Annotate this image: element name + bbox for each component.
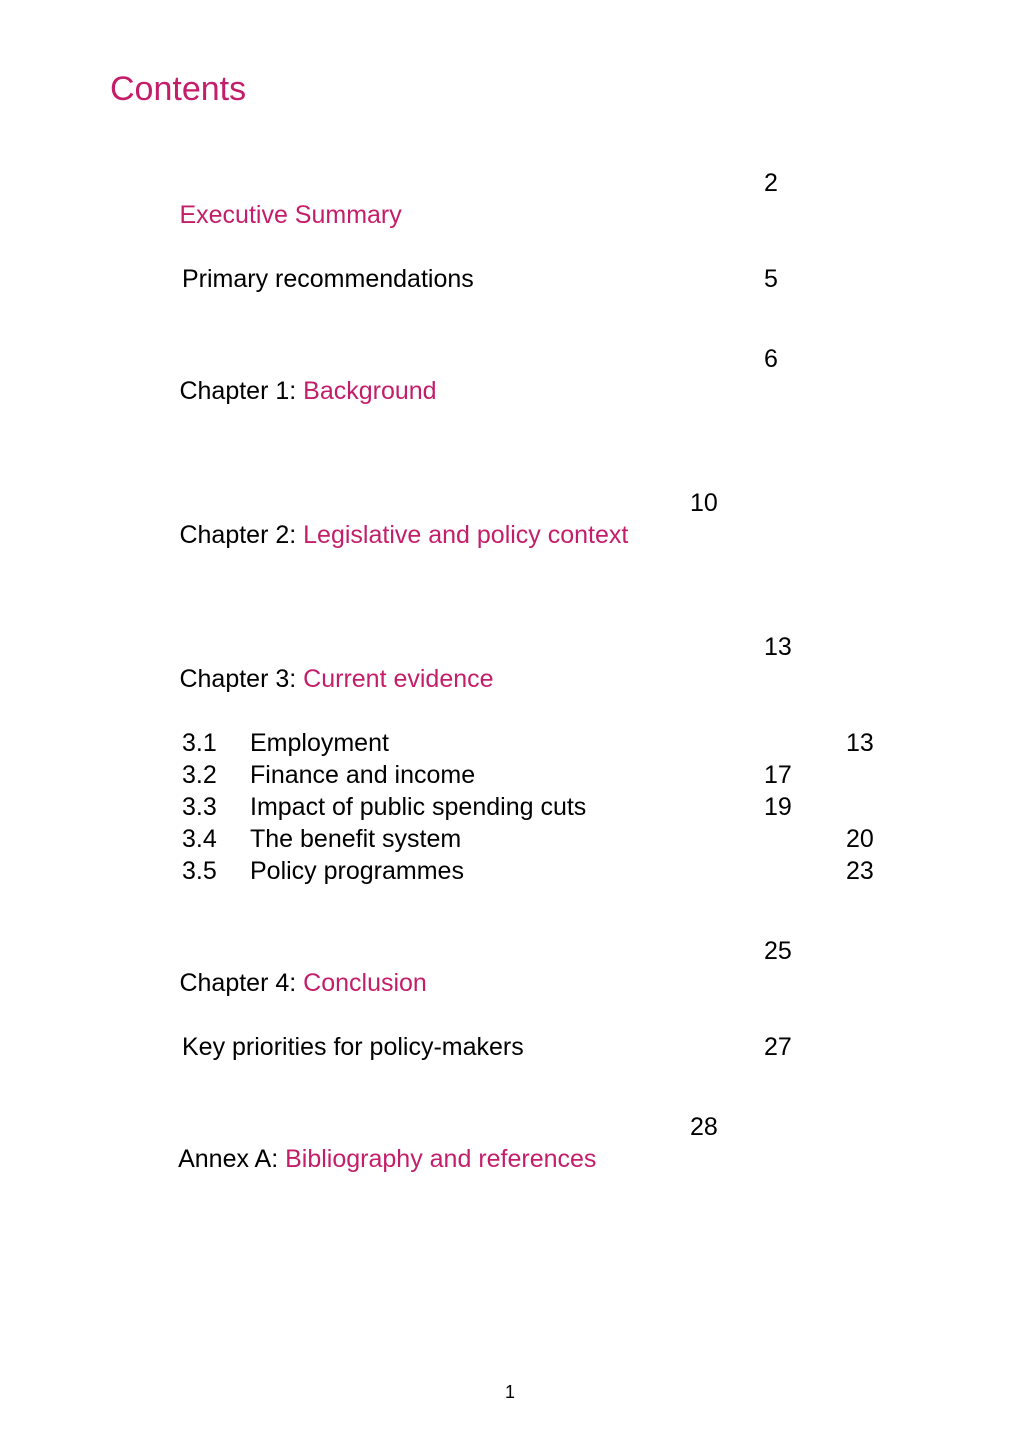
page-number-footer: 1	[0, 1382, 1020, 1403]
toc: Executive Summary 2 Primary recommendati…	[110, 167, 910, 1207]
toc-page-number: 25	[764, 935, 792, 967]
toc-entry-prefix: Chapter 1:	[179, 377, 303, 405]
toc-page-number: 19	[764, 791, 792, 823]
toc-link-text: Executive Summary	[179, 201, 401, 229]
toc-subentry[interactable]: 3.4The benefit system 20	[110, 823, 910, 855]
toc-subentry-label: Key priorities for policy-makers	[182, 1031, 524, 1063]
toc-subentry[interactable]: 3.5Policy programmes 23	[110, 855, 910, 887]
toc-entry-background[interactable]: Chapter 1: Background 6	[110, 343, 910, 439]
toc-subentry[interactable]: 3.1Employment 13	[110, 727, 910, 759]
toc-entry-conclusion[interactable]: Chapter 4: Conclusion 25	[110, 935, 910, 1031]
toc-section: Chapter 4: Conclusion 25 Key priorities …	[110, 935, 910, 1063]
toc-subentry-label: The benefit system	[250, 825, 461, 853]
toc-entry-executive-summary[interactable]: Executive Summary 2	[110, 167, 910, 263]
toc-subentry-label: Policy programmes	[250, 857, 464, 885]
toc-subentry-label: Primary recommendations	[182, 263, 474, 295]
toc-page-number: 5	[764, 263, 778, 295]
toc-entry-prefix: Chapter 3:	[179, 665, 303, 693]
toc-subentry-num: 3.5	[182, 855, 250, 887]
toc-page-number: 2	[764, 167, 778, 199]
toc-link-text: Conclusion	[303, 969, 427, 997]
toc-entry-annex-a[interactable]: Annex A: Bibliography and references 28	[110, 1111, 910, 1207]
toc-subentry-label: Impact of public spending cuts	[250, 793, 586, 821]
toc-entry-current-evidence[interactable]: Chapter 3: Current evidence 13	[110, 631, 910, 727]
document-page: Contents Executive Summary 2 Primary rec…	[0, 0, 1020, 1443]
toc-page-number: 23	[846, 855, 874, 887]
toc-page-number: 17	[764, 759, 792, 791]
toc-link-text: Bibliography and references	[285, 1145, 596, 1173]
toc-page-number: 28	[690, 1111, 718, 1143]
toc-link-text: Current evidence	[303, 665, 493, 693]
toc-page-number: 27	[764, 1031, 792, 1063]
toc-subentry-num: 3.4	[182, 823, 250, 855]
toc-subentry-label: Employment	[250, 729, 389, 757]
toc-subentry[interactable]: 3.2Finance and income 17	[110, 759, 910, 791]
toc-section: Executive Summary 2 Primary recommendati…	[110, 167, 910, 295]
toc-subentry[interactable]: Key priorities for policy-makers 27	[110, 1031, 910, 1063]
toc-subentry[interactable]: Primary recommendations 5	[110, 263, 910, 295]
toc-section: Chapter 2: Legislative and policy contex…	[110, 487, 910, 583]
toc-page-number: 20	[846, 823, 874, 855]
toc-section: Chapter 1: Background 6	[110, 343, 910, 439]
toc-subentry-num: 3.3	[182, 791, 250, 823]
toc-section: Chapter 3: Current evidence 13 3.1Employ…	[110, 631, 910, 887]
toc-subentry-num: 3.1	[182, 727, 250, 759]
toc-entry-prefix: Chapter 2:	[179, 521, 303, 549]
toc-subentry-label: Finance and income	[250, 761, 475, 789]
toc-page-number: 13	[846, 727, 874, 759]
toc-entry-prefix: Chapter 4:	[179, 969, 303, 997]
toc-entry-legislative-policy[interactable]: Chapter 2: Legislative and policy contex…	[110, 487, 910, 583]
toc-entry-prefix: Annex A:	[178, 1145, 285, 1173]
toc-page-number: 6	[764, 343, 778, 375]
toc-page-number: 10	[690, 487, 718, 519]
toc-section: Annex A: Bibliography and references 28	[110, 1111, 910, 1207]
page-title: Contents	[110, 70, 910, 109]
toc-link-text: Legislative and policy context	[303, 521, 628, 549]
toc-subentry[interactable]: 3.3Impact of public spending cuts 19	[110, 791, 910, 823]
toc-subentry-num: 3.2	[182, 759, 250, 791]
toc-link-text: Background	[303, 377, 436, 405]
toc-page-number: 13	[764, 631, 792, 663]
